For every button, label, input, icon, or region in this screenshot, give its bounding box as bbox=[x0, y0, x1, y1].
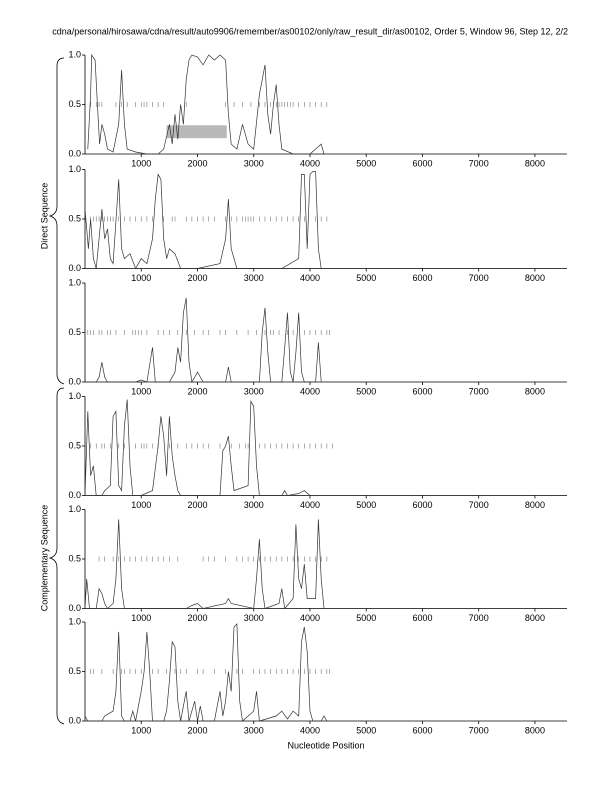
x-tick-label: 1000 bbox=[131, 500, 151, 510]
y-tick-label: 0.0 bbox=[68, 603, 81, 613]
y-tick-label: 0.0 bbox=[68, 715, 81, 725]
y-tick-label: 1.0 bbox=[68, 164, 81, 174]
data-line bbox=[84, 171, 322, 270]
x-tick-label: 8000 bbox=[525, 273, 545, 283]
x-tick-label: 1000 bbox=[131, 273, 151, 283]
x-tick-label: 2000 bbox=[187, 273, 207, 283]
x-tick-label: 2000 bbox=[187, 613, 207, 623]
x-tick-label: 6000 bbox=[412, 613, 432, 623]
group-label: Complementary Sequence bbox=[39, 505, 49, 612]
x-tick-label: 3000 bbox=[244, 725, 264, 735]
x-tick-label: 1000 bbox=[131, 386, 151, 396]
x-tick-label: 3000 bbox=[244, 273, 264, 283]
group-brace bbox=[48, 387, 65, 725]
x-tick-label: 1000 bbox=[131, 725, 151, 735]
highlight-region bbox=[166, 125, 227, 139]
x-tick-label: 6000 bbox=[412, 725, 432, 735]
y-tick-label: 0.5 bbox=[68, 553, 81, 563]
x-tick-label: 8000 bbox=[525, 500, 545, 510]
chart-title: cdna/personal/hirosawa/cdna/result/auto9… bbox=[52, 26, 568, 36]
y-tick-label: 0.5 bbox=[68, 99, 81, 109]
x-tick-label: 1000 bbox=[131, 158, 151, 168]
y-tick-label: 1.0 bbox=[68, 616, 81, 626]
x-tick-label: 5000 bbox=[356, 386, 376, 396]
x-tick-label: 1000 bbox=[131, 613, 151, 623]
x-tick-label: 8000 bbox=[525, 386, 545, 396]
y-tick-label: 0.5 bbox=[68, 666, 81, 676]
x-tick-label: 2000 bbox=[187, 386, 207, 396]
x-tick-label: 3000 bbox=[244, 500, 264, 510]
x-tick-label: 5000 bbox=[356, 725, 376, 735]
x-tick-label: 5000 bbox=[356, 613, 376, 623]
x-tick-label: 6000 bbox=[412, 158, 432, 168]
y-tick-label: 1.0 bbox=[68, 49, 81, 59]
y-tick-label: 1.0 bbox=[68, 277, 81, 287]
y-tick-label: 0.5 bbox=[68, 327, 81, 337]
x-tick-label: 7000 bbox=[469, 158, 489, 168]
x-tick-label: 3000 bbox=[244, 158, 264, 168]
x-tick-label: 3000 bbox=[244, 386, 264, 396]
x-tick-label: 4000 bbox=[300, 613, 320, 623]
x-tick-label: 8000 bbox=[525, 613, 545, 623]
x-tick-label: 5000 bbox=[356, 273, 376, 283]
y-tick-label: 0.0 bbox=[68, 263, 81, 273]
group-label: Direct Sequence bbox=[39, 183, 49, 250]
x-axis-label: Nucleotide Position bbox=[287, 740, 364, 750]
data-line bbox=[84, 623, 328, 722]
x-tick-label: 4000 bbox=[300, 386, 320, 396]
y-tick-label: 0.5 bbox=[68, 440, 81, 450]
data-line bbox=[87, 53, 325, 155]
x-tick-label: 6000 bbox=[412, 500, 432, 510]
data-line bbox=[84, 399, 311, 496]
y-tick-label: 0.0 bbox=[68, 490, 81, 500]
x-tick-label: 2000 bbox=[187, 158, 207, 168]
x-tick-label: 7000 bbox=[469, 613, 489, 623]
x-tick-label: 7000 bbox=[469, 500, 489, 510]
data-line bbox=[84, 519, 325, 610]
y-tick-label: 1.0 bbox=[68, 391, 81, 401]
x-tick-label: 7000 bbox=[469, 725, 489, 735]
x-tick-label: 5000 bbox=[356, 500, 376, 510]
x-tick-label: 4000 bbox=[300, 725, 320, 735]
x-tick-label: 2000 bbox=[187, 500, 207, 510]
x-tick-label: 7000 bbox=[469, 386, 489, 396]
x-tick-label: 3000 bbox=[244, 613, 264, 623]
x-tick-label: 2000 bbox=[187, 725, 207, 735]
x-tick-label: 6000 bbox=[412, 273, 432, 283]
y-tick-label: 0.0 bbox=[68, 148, 81, 158]
x-tick-label: 7000 bbox=[469, 273, 489, 283]
x-tick-label: 6000 bbox=[412, 386, 432, 396]
group-brace bbox=[48, 57, 65, 385]
x-tick-label: 4000 bbox=[300, 500, 320, 510]
y-tick-label: 0.0 bbox=[68, 376, 81, 386]
x-tick-label: 8000 bbox=[525, 158, 545, 168]
data-line bbox=[85, 297, 322, 384]
x-tick-label: 4000 bbox=[300, 273, 320, 283]
x-tick-label: 5000 bbox=[356, 158, 376, 168]
x-tick-label: 4000 bbox=[300, 158, 320, 168]
y-tick-label: 0.5 bbox=[68, 213, 81, 223]
x-tick-label: 8000 bbox=[525, 725, 545, 735]
y-tick-label: 1.0 bbox=[68, 504, 81, 514]
